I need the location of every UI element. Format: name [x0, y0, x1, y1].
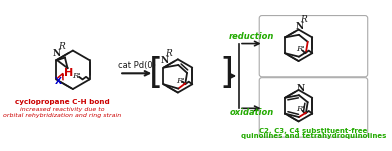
Text: quinolines and tetrahydroquinolines: quinolines and tetrahydroquinolines [241, 133, 386, 139]
Text: cat Pd(0): cat Pd(0) [118, 61, 156, 70]
Text: N: N [296, 22, 304, 31]
Text: R': R' [72, 72, 81, 80]
Text: R': R' [176, 77, 184, 85]
Text: N: N [297, 84, 305, 93]
Text: increased reactivity due to: increased reactivity due to [20, 107, 105, 112]
FancyBboxPatch shape [259, 78, 368, 137]
Text: orbital rehybridization and ring strain: orbital rehybridization and ring strain [3, 113, 122, 118]
Text: C2, C3, C4 substituent-free: C2, C3, C4 substituent-free [259, 128, 368, 134]
Text: R': R' [296, 105, 304, 113]
Text: H: H [64, 68, 73, 78]
Text: X: X [54, 77, 62, 86]
Text: reduction: reduction [229, 32, 274, 41]
Text: R': R' [296, 45, 304, 53]
FancyBboxPatch shape [259, 16, 368, 77]
Text: cyclopropane C-H bond: cyclopropane C-H bond [15, 99, 110, 105]
Text: N: N [53, 49, 61, 58]
Text: oxidation: oxidation [229, 108, 274, 117]
Text: ]: ] [220, 56, 234, 90]
Text: R: R [165, 49, 172, 58]
Text: R: R [58, 42, 65, 51]
Text: N: N [160, 56, 169, 65]
Text: R: R [300, 15, 307, 24]
Text: [: [ [149, 56, 163, 90]
